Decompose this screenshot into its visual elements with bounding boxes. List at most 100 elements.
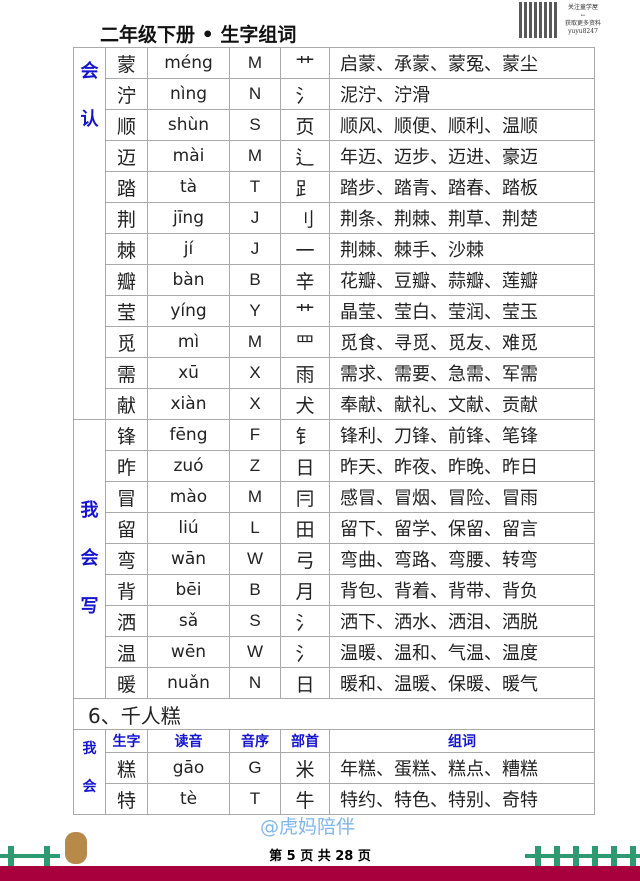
- order-cell: S: [229, 109, 281, 141]
- radical-cell: 刂: [280, 202, 330, 234]
- order-cell: B: [229, 574, 281, 606]
- table-row: 会认蒙 méng M 艹启蒙、承蒙、蒙冤、蒙尘: [73, 47, 595, 420]
- char-cell: 冒: [105, 481, 148, 513]
- pinyin-cell: nuǎn: [147, 667, 230, 699]
- words-cell: 启蒙、承蒙、蒙冤、蒙尘: [329, 47, 595, 79]
- order-cell: B: [229, 264, 281, 296]
- pinyin-cell: tè: [147, 783, 230, 815]
- table-row: 献 xiàn X 犬奉献、献礼、文献、贡献: [74, 388, 595, 420]
- table-row: 弯 wān W 弓弯曲、弯路、弯腰、转弯: [74, 543, 595, 575]
- side-label-char: 认: [80, 109, 99, 130]
- page-title: 二年级下册 • 生字组词: [100, 24, 297, 46]
- qr-caption-line: yuyu8247: [568, 28, 598, 35]
- pinyin-cell: mài: [147, 140, 230, 172]
- pinyin-cell: bēi: [147, 574, 230, 606]
- words-cell: 奉献、献礼、文献、贡献: [329, 388, 595, 420]
- section-title: 6、千人糕: [73, 698, 595, 730]
- char-cell: 昨: [105, 450, 148, 482]
- radical-cell: 氵: [280, 636, 330, 668]
- char-cell: 迈: [105, 140, 148, 172]
- side-label: 会认: [73, 47, 106, 420]
- table-row: 洒 sǎ S 氵洒下、洒水、洒泪、洒脱: [74, 605, 595, 637]
- side-label: 我会: [73, 729, 106, 815]
- char-cell: 弯: [105, 543, 148, 575]
- side-label-char: 我: [82, 741, 97, 757]
- table-row: 我会写锋 fēng F 钅锋利、刀锋、前锋、笔锋: [73, 419, 595, 699]
- table-row: 昨 zuó Z 日昨天、昨夜、昨晚、昨日: [74, 450, 595, 482]
- side-label-char: 会: [80, 548, 99, 569]
- radical-cell: 钅: [280, 419, 330, 451]
- words-cell: 昨天、昨夜、昨晚、昨日: [329, 450, 595, 482]
- order-cell: M: [229, 481, 281, 513]
- order-cell: T: [229, 783, 281, 815]
- words-cell: 花瓣、豆瓣、蒜瓣、莲瓣: [329, 264, 595, 296]
- table-row: 瓣 bàn B 辛花瓣、豆瓣、蒜瓣、莲瓣: [74, 264, 595, 296]
- side-label-char: 我: [80, 500, 99, 521]
- table-row: 温 wēn W 氵温暖、温和、气温、温度: [74, 636, 595, 668]
- radical-cell: 一: [280, 233, 330, 265]
- qr-caption: 关注童学屋 ← 获取更多资料 yuyu8247: [563, 4, 603, 36]
- table-row: 泞 nìng N 氵泥泞、泞滑: [74, 78, 595, 110]
- table-row: 糕 gāo G 米年糕、蛋糕、糕点、糟糕: [74, 752, 595, 784]
- table-row: 莹 yíng Y 艹晶莹、莹白、莹润、莹玉: [74, 295, 595, 327]
- table-row: 迈 mài M ⻍年迈、迈步、迈进、豪迈: [74, 140, 595, 172]
- pinyin-cell: wēn: [147, 636, 230, 668]
- words-cell: 弯曲、弯路、弯腰、转弯: [329, 543, 595, 575]
- words-cell: 需求、需要、急需、军需: [329, 357, 595, 389]
- reindeer-decoration: [65, 832, 87, 864]
- page-number: 第 5 页 共 28 页: [269, 849, 371, 864]
- qr-caption-line: 获取更多资料: [564, 20, 601, 27]
- radical-cell: 日: [280, 667, 330, 699]
- char-cell: 特: [105, 783, 148, 815]
- radical-cell: 氵: [280, 605, 330, 637]
- fence-left-decoration: [0, 846, 60, 868]
- char-cell: 洒: [105, 605, 148, 637]
- pinyin-cell: nìng: [147, 78, 230, 110]
- radical-cell: 罒: [280, 326, 330, 358]
- words-cell: 年糕、蛋糕、糕点、糟糕: [329, 752, 595, 784]
- order-cell: F: [229, 419, 281, 451]
- pinyin-cell: liú: [147, 512, 230, 544]
- side-label-char: 会: [80, 61, 99, 82]
- radical-cell: 牛: [280, 783, 330, 815]
- order-cell: W: [229, 636, 281, 668]
- table-row: 背 bēi B 月背包、背着、背带、背负: [74, 574, 595, 606]
- pinyin-cell: jīng: [147, 202, 230, 234]
- char-cell: 踏: [105, 171, 148, 203]
- table-row: 棘 jí J 一荆棘、棘手、沙棘: [74, 233, 595, 265]
- table-row: 暖 nuǎn N 日暖和、温暖、保暖、暖气: [74, 667, 595, 699]
- order-cell: Y: [229, 295, 281, 327]
- words-cell: 荆棘、棘手、沙棘: [329, 233, 595, 265]
- fence-right-decoration: [525, 846, 640, 868]
- column-header: 读音: [147, 729, 230, 753]
- side-label-char: 会: [82, 779, 97, 795]
- order-cell: J: [229, 233, 281, 265]
- order-cell: X: [229, 357, 281, 389]
- words-cell: 泥泞、泞滑: [329, 78, 595, 110]
- footer-bar: [0, 866, 640, 881]
- table-row: 荆 jīng J 刂荆条、荆棘、荆草、荆楚: [74, 202, 595, 234]
- words-cell: 顺风、顺便、顺利、温顺: [329, 109, 595, 141]
- order-cell: T: [229, 171, 281, 203]
- radical-cell: 氵: [280, 78, 330, 110]
- words-cell: 觅食、寻觅、觅友、难觅: [329, 326, 595, 358]
- order-cell: N: [229, 78, 281, 110]
- table-row: 冒 mào M 冃感冒、冒烟、冒险、冒雨: [74, 481, 595, 513]
- order-cell: X: [229, 388, 281, 420]
- order-cell: S: [229, 605, 281, 637]
- radical-cell: ⻍: [280, 140, 330, 172]
- pinyin-cell: jí: [147, 233, 230, 265]
- radical-cell: 雨: [280, 357, 330, 389]
- section-title-row: 6、千人糕: [73, 698, 595, 730]
- pinyin-cell: zuó: [147, 450, 230, 482]
- words-cell: 感冒、冒烟、冒险、冒雨: [329, 481, 595, 513]
- char-cell: 献: [105, 388, 148, 420]
- column-header: 部首: [280, 729, 330, 753]
- pinyin-cell: mì: [147, 326, 230, 358]
- radical-cell: 日: [280, 450, 330, 482]
- words-cell: 温暖、温和、气温、温度: [329, 636, 595, 668]
- char-cell: 暖: [105, 667, 148, 699]
- radical-cell: 田: [280, 512, 330, 544]
- char-cell: 棘: [105, 233, 148, 265]
